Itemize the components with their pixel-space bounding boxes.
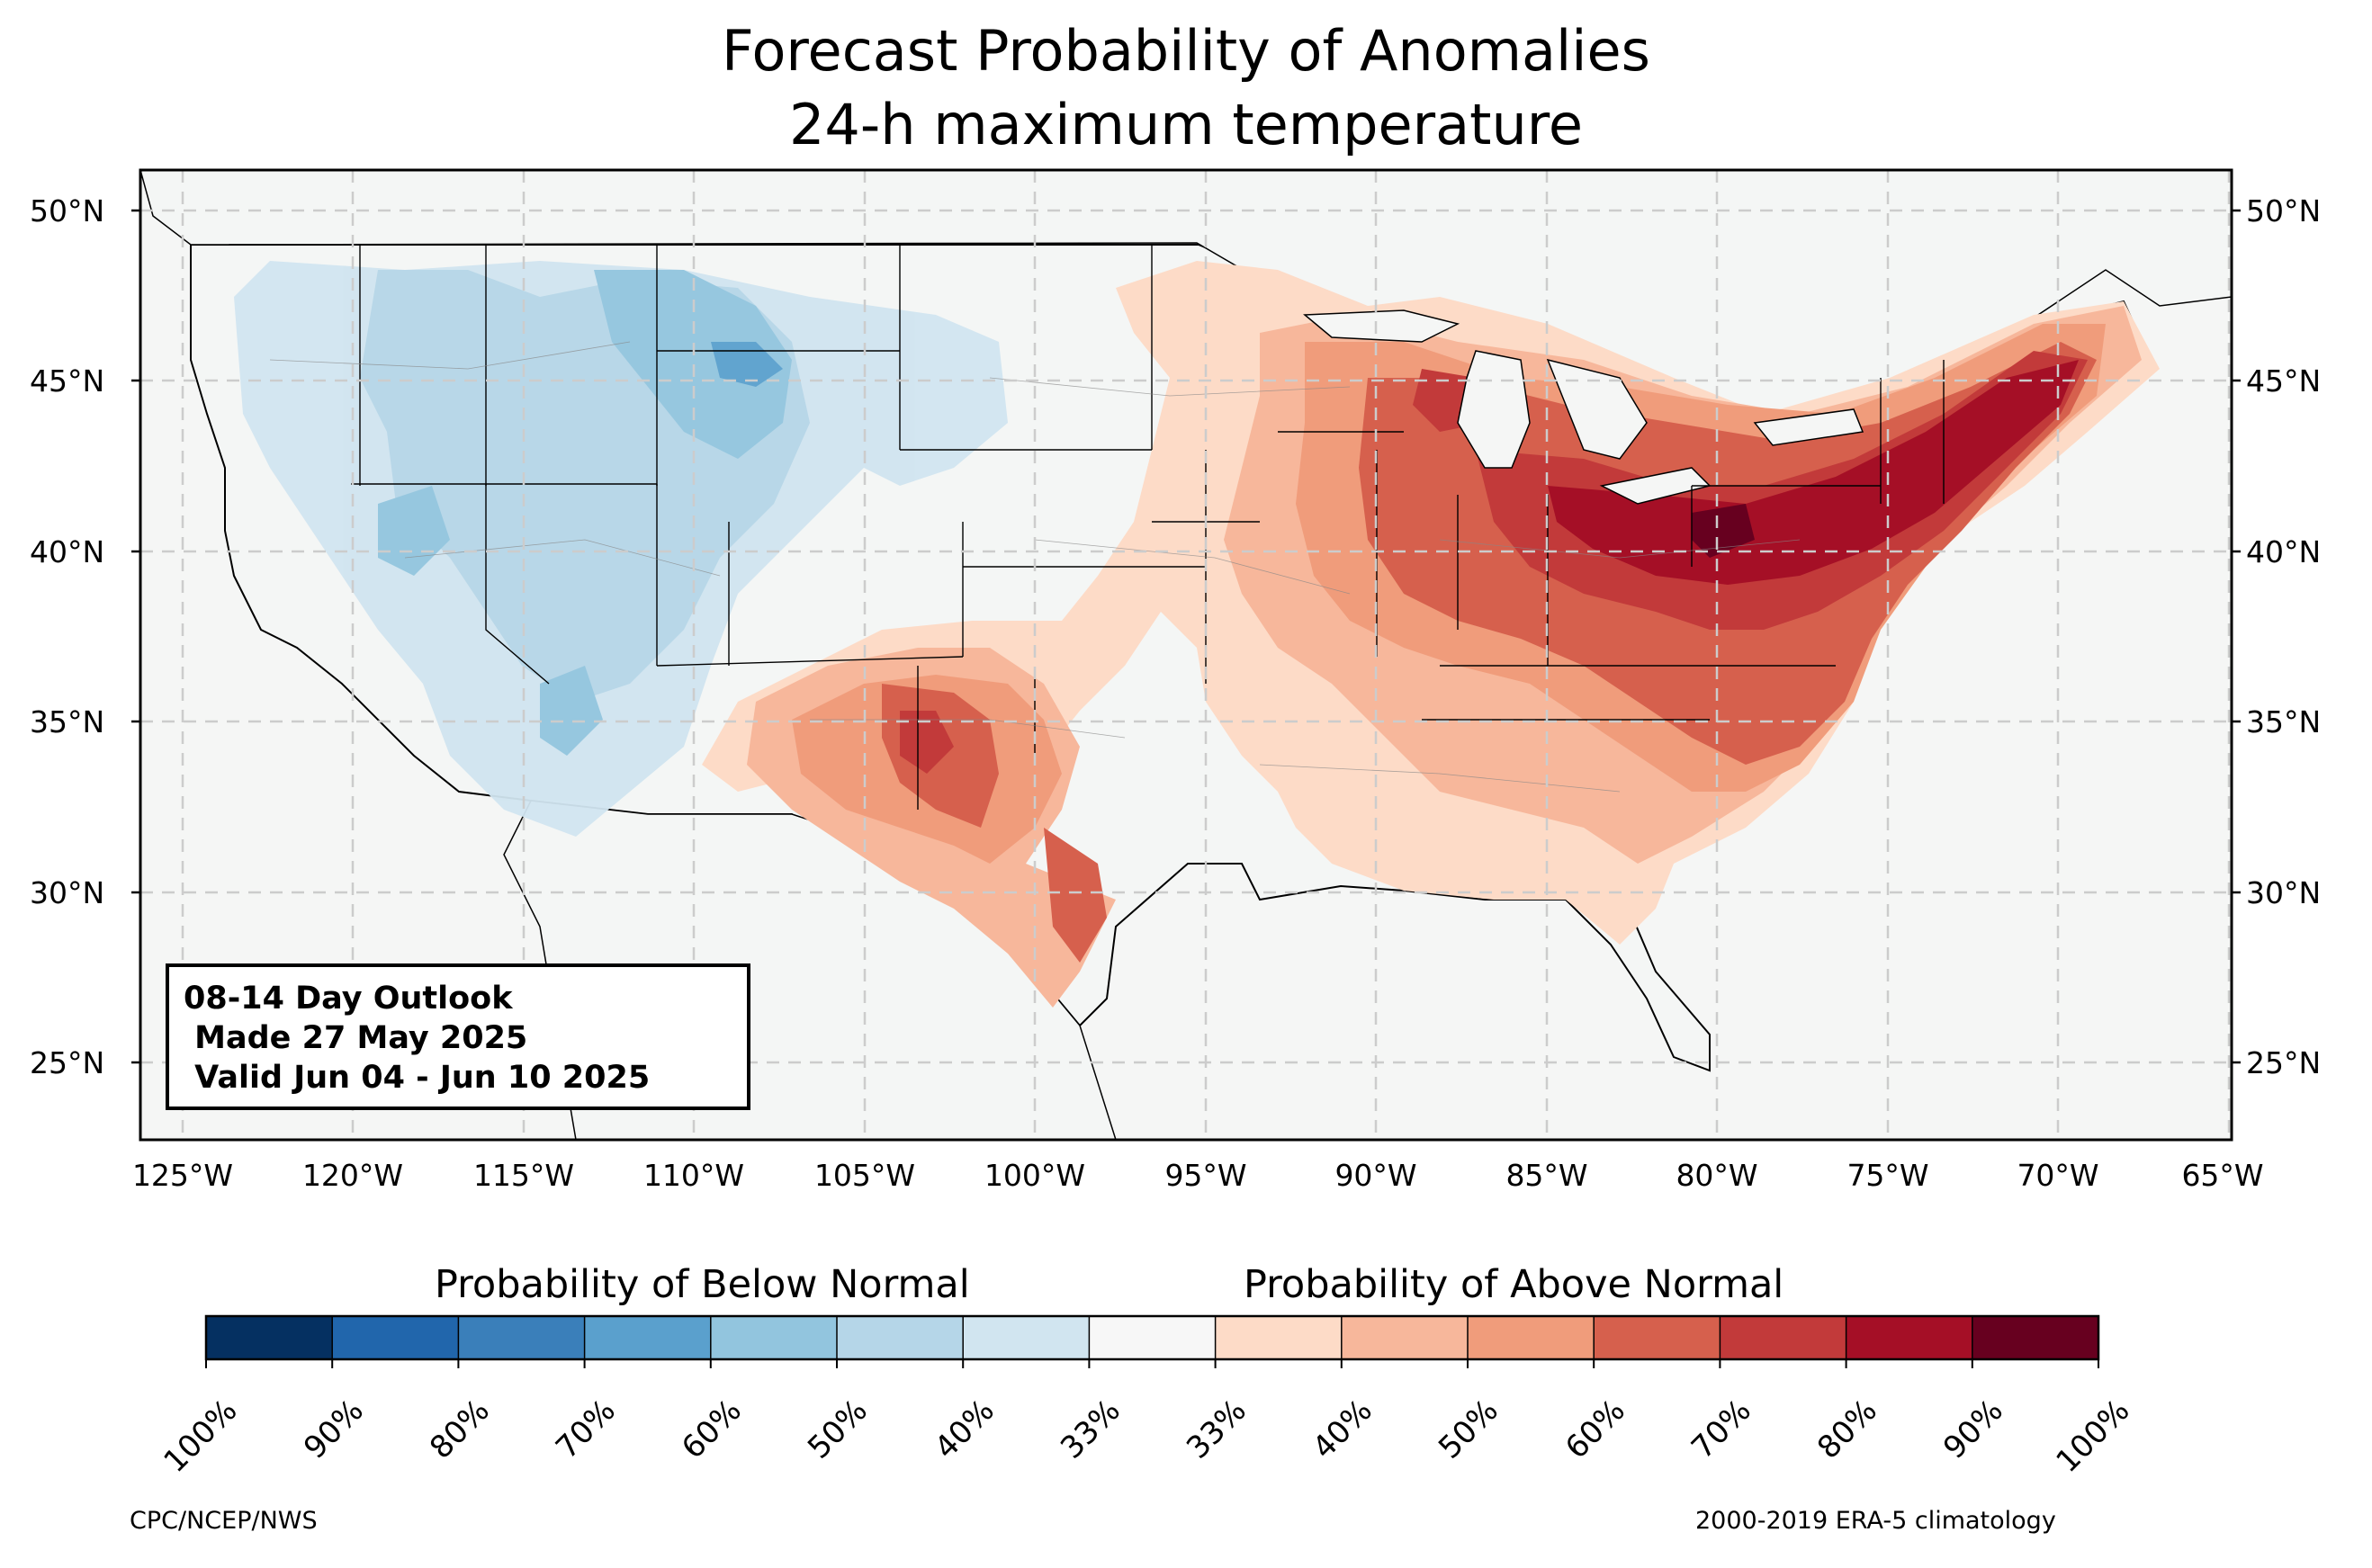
colorbar-segment — [1089, 1316, 1217, 1359]
made-date: Made 27 May 2025 — [184, 1020, 528, 1056]
colorbar — [205, 1316, 2099, 1368]
colorbar-segment — [1215, 1316, 1343, 1359]
lat-label-right: 35°N — [2246, 704, 2321, 739]
lon-label: 85°W — [1505, 1158, 1587, 1193]
colorbar-segment — [1972, 1316, 2099, 1359]
state-boundaries — [351, 245, 1945, 810]
lat-label-right: 30°N — [2246, 875, 2321, 910]
colorbar-segment — [837, 1316, 964, 1359]
outlook-period: 08-14 Day Outlook — [184, 981, 513, 1017]
axis-ticks — [131, 209, 2241, 1064]
lat-label-left: 25°N — [30, 1045, 104, 1080]
colorbar-segment — [584, 1316, 712, 1359]
lon-label: 105°W — [814, 1158, 915, 1193]
colorbar-segment — [1846, 1316, 1973, 1359]
map-title-line1: Forecast Probability of Anomalies — [722, 18, 1650, 84]
colorbar-segment — [1594, 1316, 1721, 1359]
lat-label-left: 45°N — [30, 363, 104, 399]
colorbar-segment — [332, 1316, 459, 1359]
lon-label: 75°W — [1846, 1158, 1928, 1193]
map-title-line2: 24-h maximum temperature — [788, 92, 1584, 157]
lat-label-left: 30°N — [30, 875, 104, 910]
lon-label: 110°W — [643, 1158, 744, 1193]
lon-label: 120°W — [302, 1158, 403, 1193]
valid-range: Valid Jun 04 - Jun 10 2025 — [184, 1060, 651, 1096]
colorbar-segment — [458, 1316, 586, 1359]
lon-label: 100°W — [984, 1158, 1085, 1193]
map-frame — [139, 168, 2233, 1142]
colorbar-segment — [1341, 1316, 1469, 1359]
lon-label: 70°W — [2017, 1158, 2098, 1193]
lat-label-left: 40°N — [30, 534, 104, 569]
lon-label: 65°W — [2181, 1158, 2263, 1193]
outlook-info-box: 08-14 Day Outlook Made 27 May 2025 Valid… — [166, 963, 750, 1110]
lat-label-left: 35°N — [30, 704, 104, 739]
footer-source: CPC/NCEP/NWS — [130, 1507, 318, 1535]
colorbar-segment — [1720, 1316, 1847, 1359]
lon-label: 80°W — [1676, 1158, 1757, 1193]
lat-label-right: 40°N — [2246, 534, 2321, 569]
footer-climatology: 2000-2019 ERA-5 climatology — [1695, 1507, 2056, 1535]
graticule — [140, 170, 2232, 1140]
lon-label: 95°W — [1164, 1158, 1246, 1193]
lon-label: 115°W — [473, 1158, 574, 1193]
colorbar-segment — [206, 1316, 333, 1359]
lat-label-right: 45°N — [2246, 363, 2321, 399]
colorbar-segment — [963, 1316, 1090, 1359]
colorbar-segment — [710, 1316, 838, 1359]
lat-label-left: 50°N — [30, 193, 104, 228]
lon-label: 125°W — [132, 1158, 233, 1193]
colorbar-frame — [204, 1314, 2100, 1361]
colorbar-segment — [1468, 1316, 1595, 1359]
lat-label-right: 50°N — [2246, 193, 2321, 228]
colorbar-above-title: Probability of Above Normal — [1244, 1262, 1784, 1307]
colorbar-below-title: Probability of Below Normal — [435, 1262, 970, 1307]
lat-label-right: 25°N — [2246, 1045, 2321, 1080]
lon-label: 90°W — [1334, 1158, 1416, 1193]
